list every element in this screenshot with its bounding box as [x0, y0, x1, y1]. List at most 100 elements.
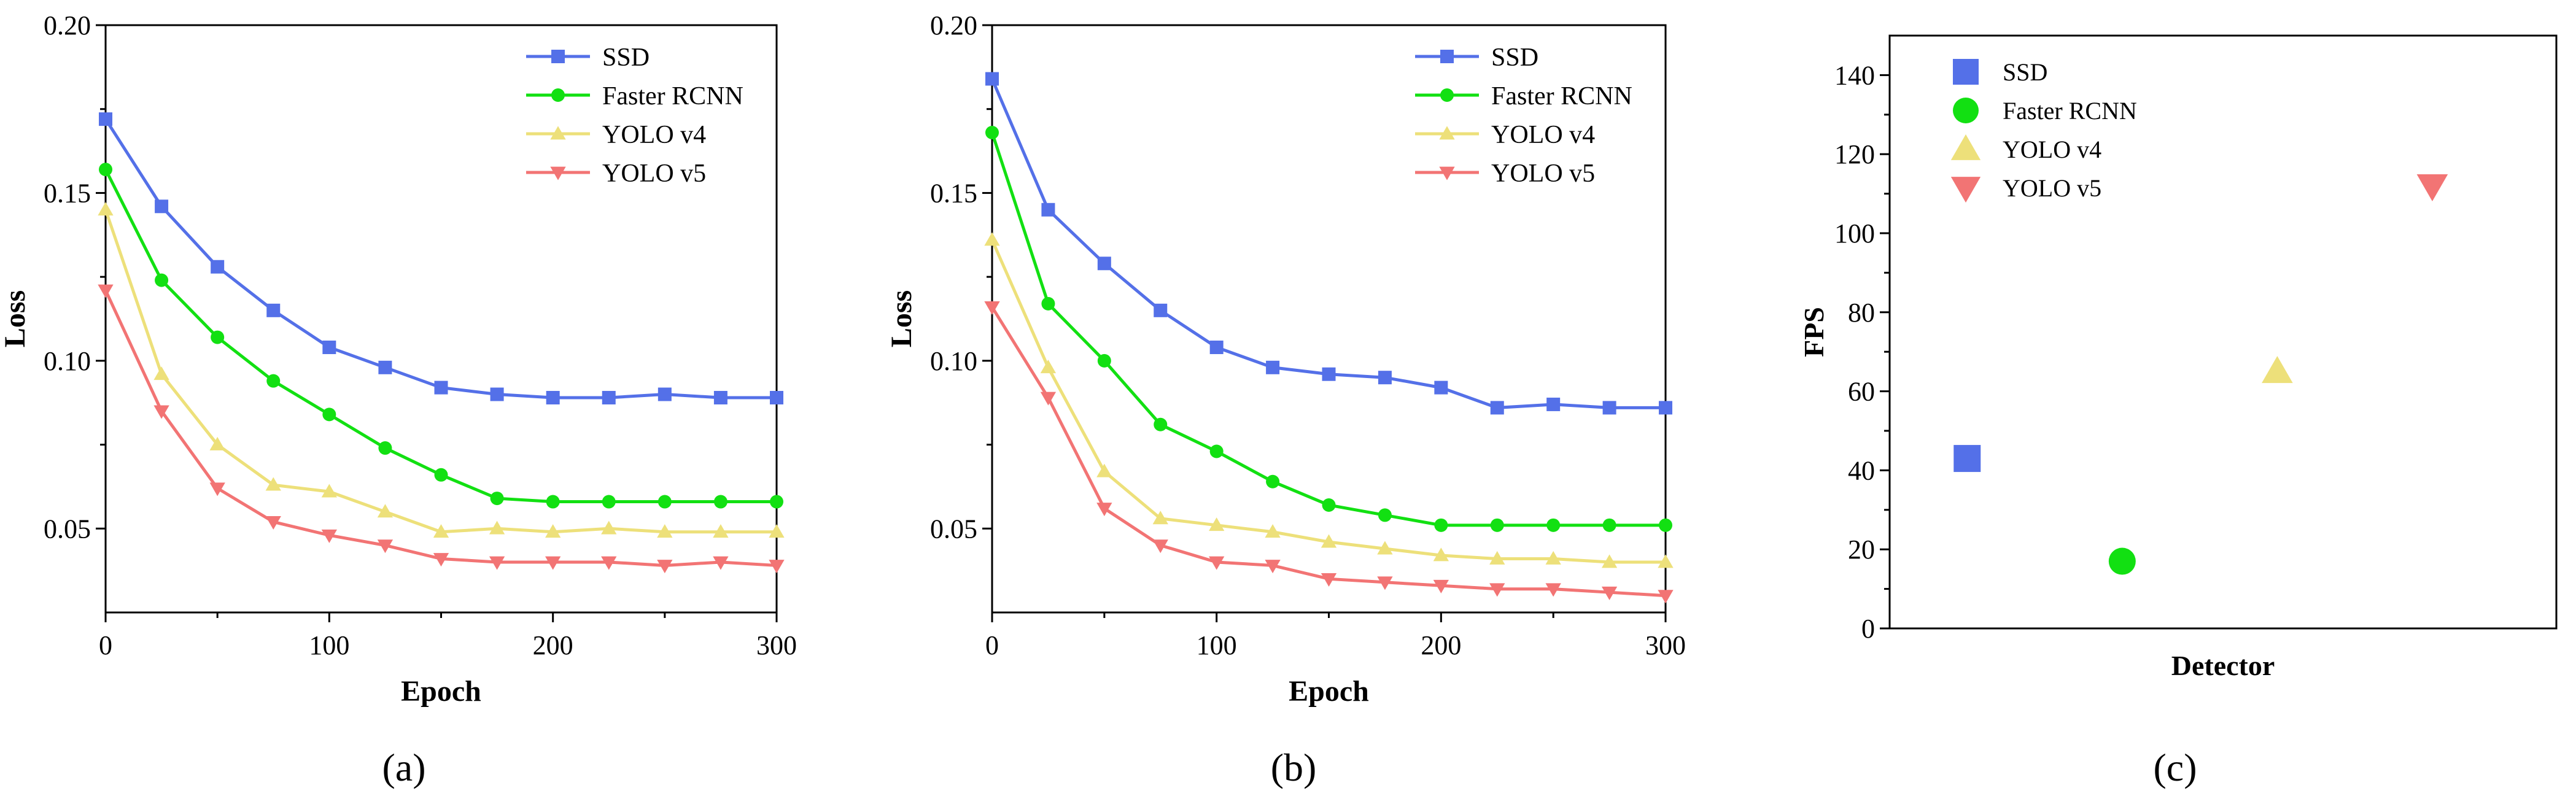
panel-label-a: (a)	[382, 746, 425, 789]
data-point	[770, 391, 783, 405]
legend-marker	[550, 126, 566, 140]
data-point	[1546, 397, 1561, 411]
data-point	[99, 112, 112, 126]
legend-label: SSD	[1491, 44, 1538, 72]
data-point	[1154, 303, 1168, 317]
data-point	[266, 303, 281, 317]
legend-label: SSD	[2003, 58, 2047, 86]
data-point	[434, 468, 448, 482]
data-point	[1096, 503, 1112, 517]
data-point	[153, 366, 169, 380]
data-point	[490, 492, 504, 506]
data-point	[209, 436, 225, 450]
series-yolo-v5	[984, 301, 1674, 604]
data-point	[985, 72, 999, 86]
y-tick-label: 20	[1848, 535, 1875, 565]
data-point	[265, 515, 281, 530]
data-point	[1040, 392, 1057, 406]
data-point-faster-rcnn	[2108, 547, 2136, 575]
y-tick-label: 0.20	[930, 10, 977, 41]
x-axis-label: Epoch	[1289, 675, 1369, 708]
y-tick-label: 0.20	[44, 10, 91, 41]
data-point	[1546, 518, 1561, 532]
data-point	[770, 495, 783, 509]
data-point	[322, 340, 336, 354]
data-point	[1152, 511, 1168, 525]
data-point	[657, 560, 673, 574]
data-point	[321, 529, 337, 543]
x-tick-label: 300	[756, 630, 797, 660]
x-axis-label: Epoch	[401, 675, 481, 708]
y-axis-label: FPS	[1798, 307, 1829, 357]
y-tick-label: 0.10	[44, 346, 91, 376]
data-point	[1489, 550, 1505, 565]
series-yolo-v4	[98, 202, 785, 538]
series-ssd	[985, 72, 1672, 415]
data-point	[984, 301, 1000, 315]
panel-label-b: (b)	[1271, 746, 1317, 789]
y-tick-label: 0.05	[44, 514, 91, 544]
data-point-ssd	[1953, 445, 1981, 473]
data-point	[1097, 257, 1111, 271]
data-point	[1041, 296, 1055, 311]
legend: SSD Faster RCNN YOLO v4 YOLO v5	[1950, 58, 2137, 203]
data-point-yolo-v5	[2416, 174, 2448, 202]
data-point	[489, 520, 505, 535]
data-point	[1266, 360, 1280, 374]
data-point	[1040, 360, 1057, 374]
y-tick-label: 140	[1834, 60, 1875, 90]
data-point	[377, 504, 394, 518]
legend-label: SSD	[602, 44, 650, 72]
legend-label: YOLO v4	[602, 121, 706, 149]
data-point	[1545, 583, 1561, 597]
data-point	[1490, 518, 1504, 532]
data-point	[321, 484, 337, 498]
x-tick-label: 200	[533, 630, 573, 660]
legend-label: YOLO v4	[1491, 121, 1595, 149]
panel-a-loss-chart: 0 100 200 300 0.05 0.10 0.15 0.20 Epoch Loss SSD Fa…	[0, 10, 797, 708]
data-point	[155, 273, 169, 287]
data-point-yolo-v4	[2262, 356, 2293, 384]
data-point	[1096, 463, 1112, 477]
data-point	[377, 539, 394, 554]
data-point	[1659, 401, 1672, 415]
y-tick-label: 0.05	[930, 514, 977, 544]
legend-marker	[1950, 134, 1981, 160]
x-tick-label: 0	[99, 630, 112, 660]
data-point	[1434, 518, 1448, 532]
legend-label: YOLO v5	[1491, 160, 1595, 188]
data-point	[1152, 539, 1168, 554]
data-point	[545, 556, 561, 570]
data-point	[601, 520, 617, 535]
data-point	[1602, 518, 1616, 532]
y-tick-label: 40	[1848, 455, 1875, 485]
data-point	[1602, 401, 1616, 415]
series-ssd	[99, 112, 783, 405]
data-point	[546, 391, 560, 405]
legend-marker	[550, 166, 566, 180]
data-point	[433, 524, 449, 538]
legend-label: Faster RCNN	[602, 82, 743, 110]
data-point	[1545, 550, 1561, 565]
y-tick-label: 0.15	[930, 178, 977, 208]
data-point	[1322, 367, 1336, 381]
data-point	[1377, 576, 1393, 590]
x-tick-label: 300	[1645, 630, 1686, 660]
legend-marker	[1950, 177, 1981, 203]
plot-frame	[1888, 34, 2558, 630]
data-point	[209, 482, 225, 496]
x-tick-label: 100	[1197, 630, 1237, 660]
data-point	[211, 260, 225, 274]
data-point	[1154, 417, 1168, 431]
data-point	[1041, 203, 1055, 217]
data-point	[1659, 518, 1672, 532]
legend-label: YOLO v5	[2003, 174, 2101, 202]
data-point	[601, 556, 617, 570]
data-point	[658, 495, 672, 509]
series-yolo-v5	[98, 284, 785, 574]
legend-marker	[1953, 98, 1979, 123]
data-point	[378, 441, 392, 455]
data-point	[985, 125, 999, 139]
legend-marker	[1439, 126, 1455, 140]
